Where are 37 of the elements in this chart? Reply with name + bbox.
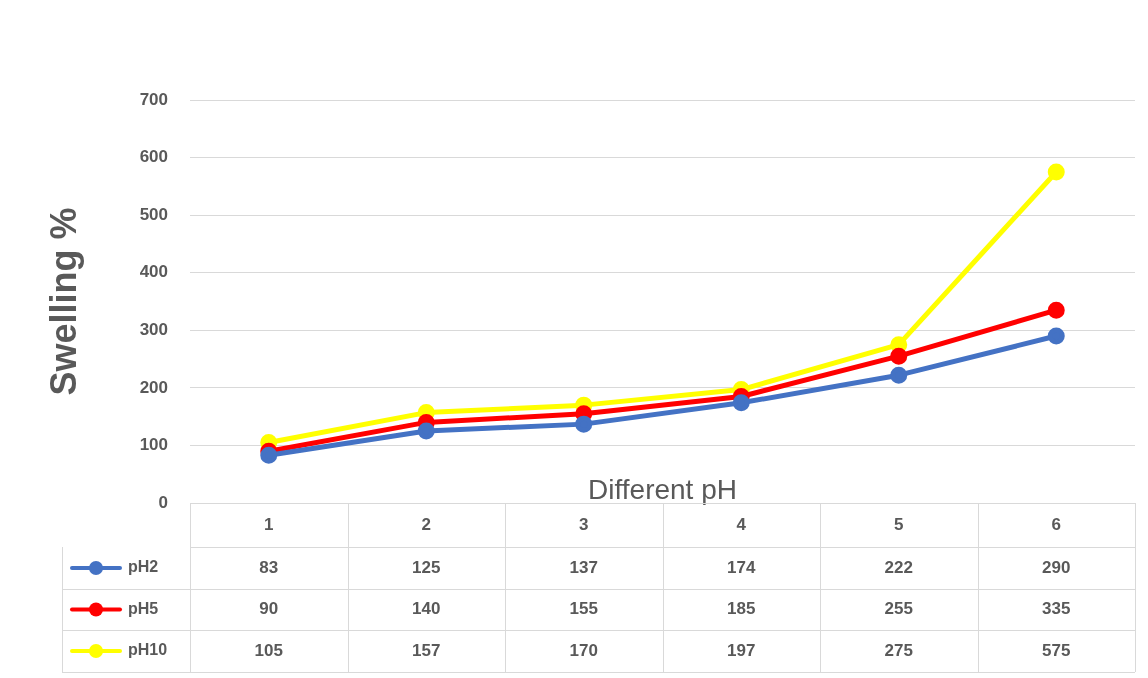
data-label: 185 [727,599,756,619]
y-tick-label: 200 [139,377,168,397]
data-label: 83 [259,557,279,577]
data-label: 140 [412,599,441,619]
legend-label: pH10 [128,641,168,659]
y-tick-label: 400 [139,262,168,282]
data-label: 255 [884,599,913,619]
data-label: 125 [412,557,441,577]
x-axis-title: Different pH [588,473,737,505]
data-label: 575 [1042,640,1071,660]
data-label: 155 [569,599,598,619]
data-label: 170 [569,640,598,660]
y-axis-title: Swelling % [42,207,84,396]
data-label: 275 [884,640,913,660]
y-tick-label: 0 [158,492,168,512]
y-tick-label: 500 [139,204,168,224]
x-tick-label: 4 [736,514,747,534]
data-label: 222 [884,557,913,577]
data-label: 157 [412,640,441,660]
data-label: 197 [727,640,756,660]
data-label: 335 [1042,599,1071,619]
data-label: 90 [259,599,279,619]
x-tick-label: 1 [264,514,274,534]
data-label: 105 [254,640,283,660]
data-label: 290 [1042,557,1071,577]
x-tick-label: 2 [421,514,431,534]
x-tick-label: 6 [1051,514,1061,534]
data-label: 137 [569,557,598,577]
x-tick-label: 3 [579,514,589,534]
y-tick-label: 600 [139,147,168,167]
legend-label: pH2 [128,558,159,576]
legend-label: pH5 [128,599,159,617]
y-tick-label: 100 [139,435,168,455]
y-tick-label: 700 [139,89,168,109]
x-tick-label: 5 [894,514,904,534]
y-tick-label: 300 [139,319,168,339]
data-label: 174 [727,557,756,577]
